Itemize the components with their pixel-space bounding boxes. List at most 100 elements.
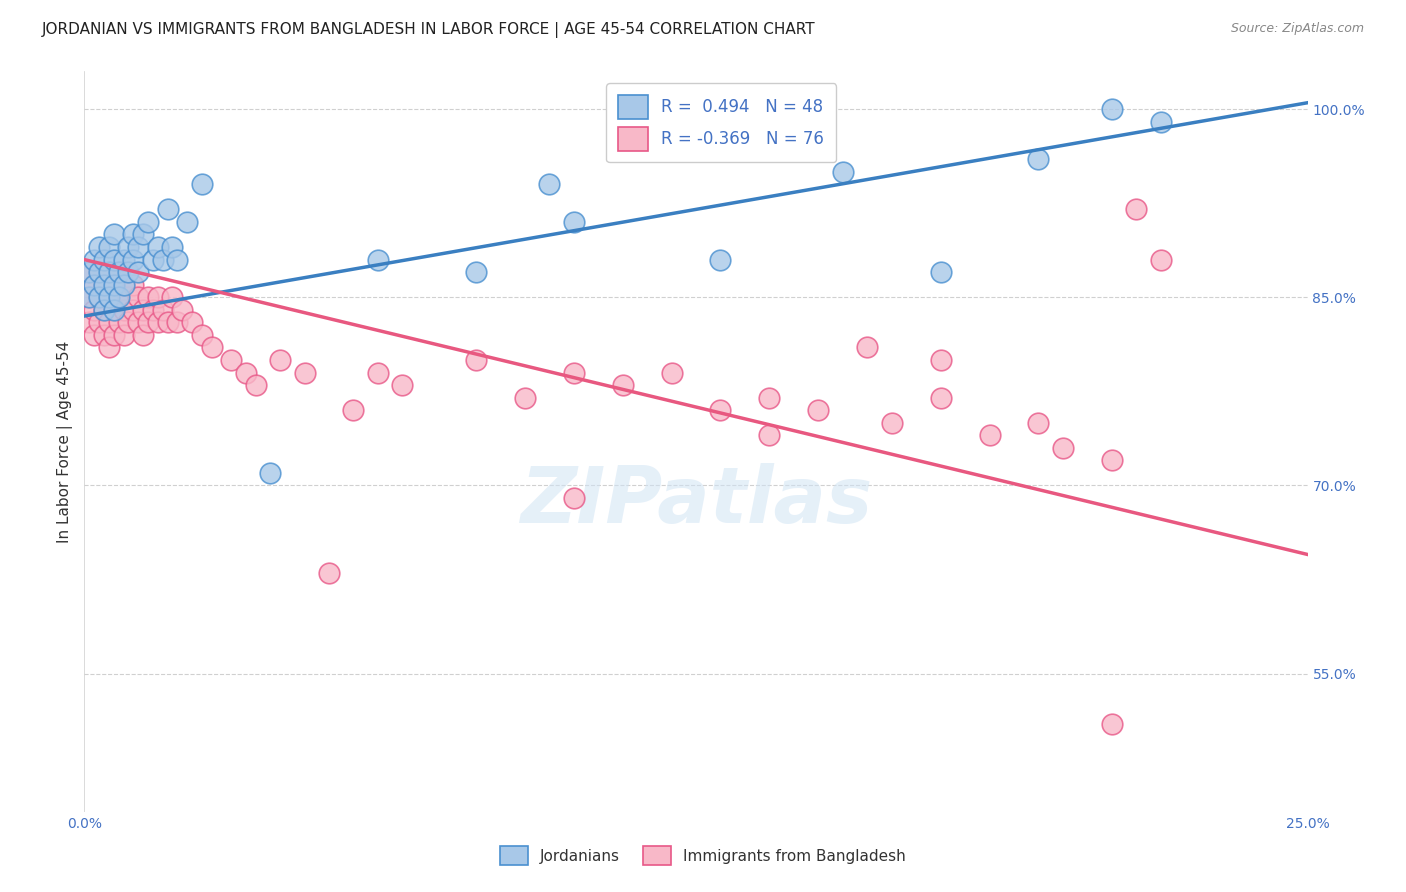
Point <box>112 277 135 292</box>
Point <box>112 327 135 342</box>
Point <box>77 290 100 304</box>
Point <box>103 277 125 292</box>
Point <box>132 302 155 317</box>
Point <box>538 178 561 192</box>
Point <box>709 252 731 267</box>
Point <box>1150 114 1173 128</box>
Point <box>1028 152 1050 166</box>
Point <box>87 240 110 254</box>
Point <box>807 403 830 417</box>
Text: JORDANIAN VS IMMIGRANTS FROM BANGLADESH IN LABOR FORCE | AGE 45-54 CORRELATION C: JORDANIAN VS IMMIGRANTS FROM BANGLADESH … <box>42 22 815 38</box>
Point <box>856 340 879 354</box>
Point <box>117 315 139 329</box>
Point <box>146 290 169 304</box>
Point <box>156 315 179 329</box>
Point <box>142 252 165 267</box>
Point <box>162 240 184 254</box>
Point <box>112 277 135 292</box>
Point <box>122 227 145 242</box>
Point <box>77 290 100 304</box>
Point <box>758 428 780 442</box>
Point <box>87 265 110 279</box>
Point <box>127 290 149 304</box>
Point <box>87 265 110 279</box>
Point <box>342 403 364 417</box>
Point <box>146 315 169 329</box>
Point <box>122 252 145 267</box>
Point <box>83 252 105 267</box>
Point <box>318 566 340 581</box>
Point <box>929 391 952 405</box>
Point <box>259 466 281 480</box>
Point <box>191 327 214 342</box>
Point <box>77 265 100 279</box>
Point <box>367 366 389 380</box>
Point <box>77 265 100 279</box>
Point <box>107 315 129 329</box>
Point <box>929 353 952 368</box>
Point <box>172 302 194 317</box>
Point <box>464 265 486 279</box>
Point <box>176 215 198 229</box>
Point <box>93 252 115 267</box>
Point <box>127 240 149 254</box>
Point <box>97 240 120 254</box>
Point <box>1101 717 1123 731</box>
Point <box>103 277 125 292</box>
Point <box>1028 416 1050 430</box>
Point <box>83 277 105 292</box>
Point <box>929 265 952 279</box>
Text: ZIPatlas: ZIPatlas <box>520 463 872 539</box>
Point <box>294 366 316 380</box>
Point <box>83 277 105 292</box>
Point <box>162 290 184 304</box>
Text: Source: ZipAtlas.com: Source: ZipAtlas.com <box>1230 22 1364 36</box>
Point <box>132 327 155 342</box>
Point <box>146 240 169 254</box>
Point <box>245 378 267 392</box>
Point <box>152 252 174 267</box>
Point <box>1101 102 1123 116</box>
Point <box>1052 441 1074 455</box>
Point <box>136 290 159 304</box>
Point <box>166 315 188 329</box>
Point <box>166 252 188 267</box>
Point <box>132 227 155 242</box>
Point <box>117 265 139 279</box>
Point <box>117 290 139 304</box>
Point <box>464 353 486 368</box>
Point <box>513 391 536 405</box>
Point <box>562 366 585 380</box>
Point <box>112 302 135 317</box>
Point <box>152 302 174 317</box>
Point <box>562 491 585 505</box>
Point <box>122 277 145 292</box>
Point <box>87 290 110 304</box>
Point <box>93 327 115 342</box>
Point <box>93 302 115 317</box>
Point <box>107 290 129 304</box>
Point <box>661 366 683 380</box>
Point <box>97 265 120 279</box>
Point <box>142 302 165 317</box>
Point <box>93 277 115 292</box>
Point <box>83 302 105 317</box>
Point <box>97 265 120 279</box>
Point <box>191 178 214 192</box>
Point <box>97 290 120 304</box>
Point <box>127 265 149 279</box>
Point <box>103 327 125 342</box>
Point <box>103 302 125 317</box>
Point <box>391 378 413 392</box>
Point <box>269 353 291 368</box>
Legend: Jordanians, Immigrants from Bangladesh: Jordanians, Immigrants from Bangladesh <box>495 840 911 871</box>
Point <box>87 290 110 304</box>
Point <box>122 302 145 317</box>
Point <box>136 315 159 329</box>
Point <box>107 290 129 304</box>
Point <box>219 353 242 368</box>
Point <box>107 265 129 279</box>
Point <box>83 327 105 342</box>
Point <box>235 366 257 380</box>
Point <box>77 315 100 329</box>
